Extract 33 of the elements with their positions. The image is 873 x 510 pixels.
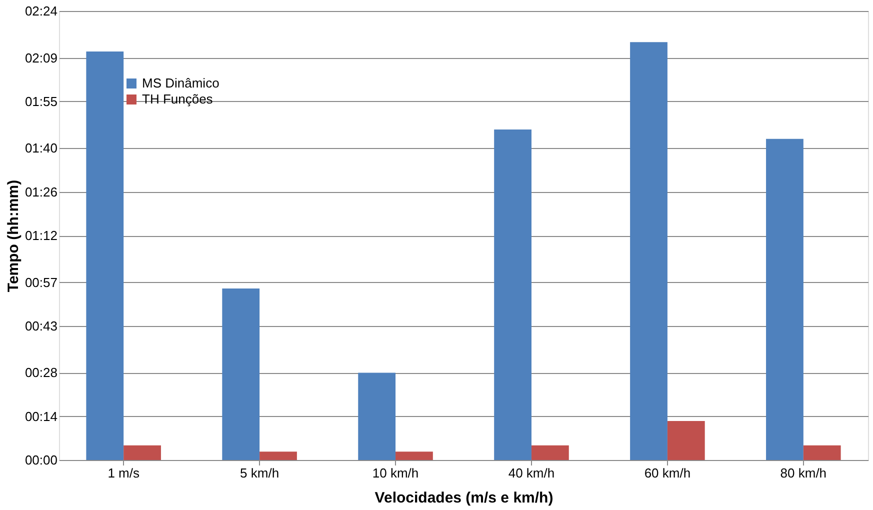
legend-label: MS Dinâmico xyxy=(142,76,220,90)
y-tick-label: 02:24 xyxy=(24,4,58,18)
y-tick-label: 01:12 xyxy=(24,228,58,243)
x-tick-label: 60 km/h xyxy=(644,466,691,480)
y-tick-label: 00:14 xyxy=(24,408,58,424)
legend-label: TH Funções xyxy=(142,92,214,106)
bar xyxy=(494,129,532,460)
y-axis-title: Tempo (hh:mm) xyxy=(4,180,22,292)
bar xyxy=(766,138,804,460)
y-tick-label: 02:09 xyxy=(24,50,58,66)
x-tick-label: 40 km/h xyxy=(508,466,555,480)
x-tick-label: 5 km/h xyxy=(240,466,280,480)
bar xyxy=(803,445,841,460)
x-tick-label: 1 m/s xyxy=(108,466,140,480)
y-tick-label: 00:28 xyxy=(24,365,58,380)
y-tick-label: 01:55 xyxy=(24,94,58,109)
bar xyxy=(222,288,260,460)
y-tick-label: 01:40 xyxy=(24,140,58,156)
bar xyxy=(124,445,161,460)
bar xyxy=(531,445,569,460)
bar xyxy=(630,42,668,460)
bar xyxy=(667,421,705,460)
bar xyxy=(86,52,124,460)
bar xyxy=(260,452,297,460)
x-axis-title: Velocidades (m/s e km/h) xyxy=(374,490,554,506)
bar xyxy=(396,452,433,460)
x-tick-label: 80 km/h xyxy=(780,466,827,480)
y-tick-label: 00:43 xyxy=(24,318,58,334)
x-tick-label: 10 km/h xyxy=(372,466,419,480)
y-tick-label: 00:00 xyxy=(24,452,58,468)
bar xyxy=(358,372,396,460)
y-tick-label: 01:26 xyxy=(24,184,58,200)
y-tick-label: 00:57 xyxy=(24,274,58,290)
